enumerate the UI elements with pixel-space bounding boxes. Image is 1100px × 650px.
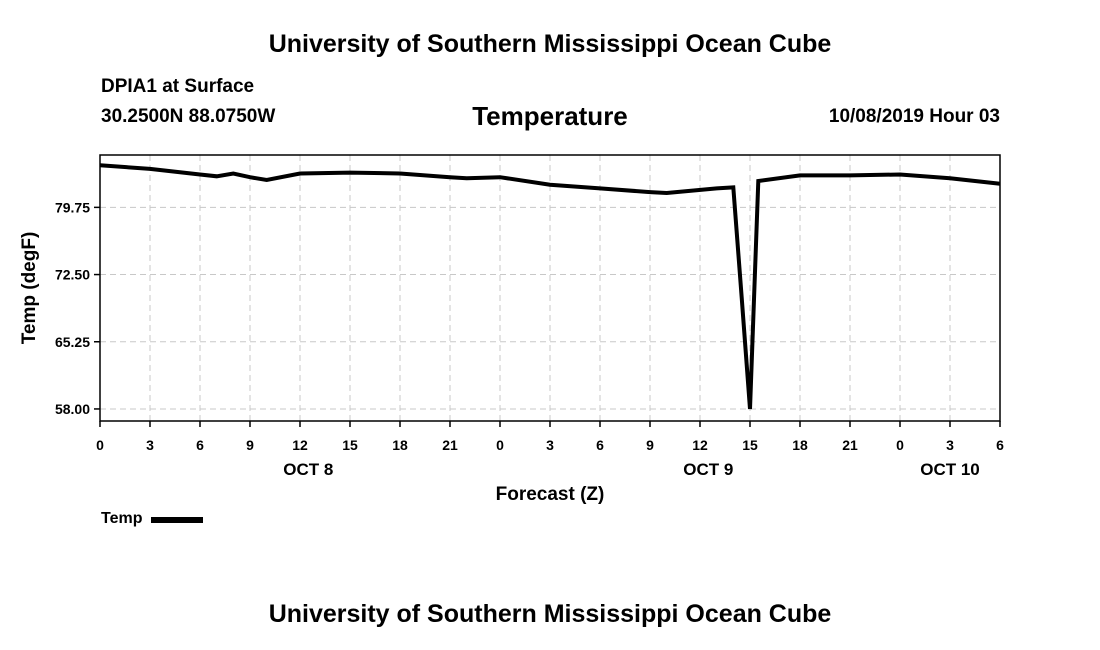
x-tick-label: 0 <box>496 437 504 453</box>
day-label: OCT 10 <box>920 460 980 479</box>
legend: Temp <box>101 510 204 528</box>
day-label: OCT 8 <box>283 460 333 479</box>
y-axis-label: Temp (degF) <box>19 232 40 345</box>
x-tick-label: 18 <box>392 437 408 453</box>
x-tick-label: 6 <box>196 437 204 453</box>
y-tick-label: 72.50 <box>55 267 90 283</box>
x-tick-label: 6 <box>996 437 1004 453</box>
x-axis-label: Forecast (Z) <box>496 484 605 505</box>
y-tick-label: 65.25 <box>55 334 90 350</box>
x-tick-label: 0 <box>896 437 904 453</box>
x-tick-label: 6 <box>596 437 604 453</box>
legend-label: Temp <box>101 510 143 527</box>
series-layer <box>99 163 1001 410</box>
chart-title: Temperature <box>472 101 628 131</box>
x-tick-label: 12 <box>692 437 708 453</box>
station-label: DPIA1 at Surface <box>101 76 255 97</box>
tick-layer: 0 3 6 9 12 15 18 21 0 3 6 9 12 15 18 21 0 3 6 OCT 8 OCT 9 OCT… <box>55 199 1004 479</box>
x-tick-label: 0 <box>96 437 104 453</box>
station-coordinates: 30.2500N 88.0750W <box>101 106 276 127</box>
grid-layer <box>100 155 1000 421</box>
org-title-bottom: University of Southern Mississippi Ocean… <box>268 600 832 628</box>
day-label: OCT 9 <box>683 460 733 479</box>
x-tick-label: 15 <box>342 437 358 453</box>
y-tick-label: 58.00 <box>55 401 90 417</box>
x-tick-label: 18 <box>792 437 808 453</box>
x-tick-label: 3 <box>146 437 154 453</box>
legend-line-swatch <box>151 517 204 523</box>
x-tick-label: 9 <box>646 437 654 453</box>
run-time-label: 10/08/2019 Hour 03 <box>828 106 1000 127</box>
x-tick-label: 21 <box>842 437 858 453</box>
series-line-temp <box>99 163 1001 410</box>
y-tick-label: 79.75 <box>55 199 90 215</box>
x-tick-label: 15 <box>742 437 758 453</box>
x-tick-label: 21 <box>442 437 458 453</box>
x-tick-label: 3 <box>946 437 954 453</box>
x-tick-label: 12 <box>292 437 308 453</box>
x-tick-label: 3 <box>546 437 554 453</box>
org-title-top: University of Southern Mississippi Ocean… <box>268 30 832 58</box>
x-tick-label: 9 <box>246 437 254 453</box>
